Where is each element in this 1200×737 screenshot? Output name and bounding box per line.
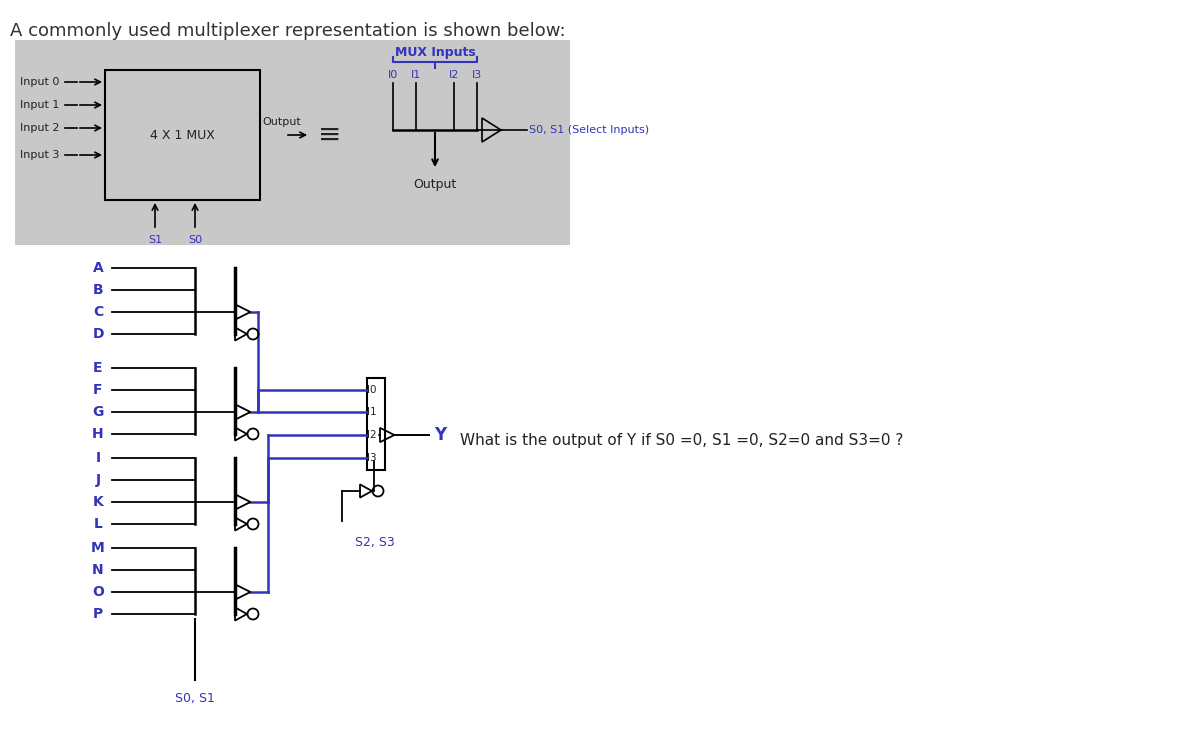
Text: M: M: [91, 541, 104, 555]
Text: I2: I2: [449, 70, 460, 80]
Text: I3: I3: [472, 70, 482, 80]
Text: S1: S1: [148, 235, 162, 245]
Text: S0, S1: S0, S1: [175, 692, 215, 705]
Text: F: F: [94, 383, 103, 397]
Text: Output: Output: [413, 178, 457, 191]
Text: J: J: [96, 473, 101, 487]
FancyBboxPatch shape: [367, 378, 385, 470]
Text: Y: Y: [434, 426, 446, 444]
Text: MUX Inputs: MUX Inputs: [395, 46, 475, 58]
Text: C: C: [92, 305, 103, 319]
Text: I2: I2: [367, 430, 377, 440]
Text: What is the output of Y if S0 =0, S1 =0, S2=0 and S3=0 ?: What is the output of Y if S0 =0, S1 =0,…: [460, 433, 904, 447]
Text: K: K: [92, 495, 103, 509]
FancyBboxPatch shape: [106, 70, 260, 200]
Text: 4 X 1 MUX: 4 X 1 MUX: [150, 128, 215, 142]
Text: E: E: [94, 361, 103, 375]
Text: I0: I0: [388, 70, 398, 80]
Text: O: O: [92, 585, 104, 599]
Text: Input 3: Input 3: [20, 150, 59, 160]
Text: D: D: [92, 327, 103, 341]
Text: I: I: [96, 451, 101, 465]
Text: Output: Output: [262, 117, 301, 127]
Text: Input 2: Input 2: [20, 123, 60, 133]
Text: A commonly used multiplexer representation is shown below:: A commonly used multiplexer representati…: [10, 22, 565, 40]
Text: N: N: [92, 563, 104, 577]
Text: A: A: [92, 261, 103, 275]
Text: ≡: ≡: [318, 121, 342, 149]
Text: I1: I1: [410, 70, 421, 80]
Text: I0: I0: [367, 385, 377, 395]
Text: S0: S0: [188, 235, 202, 245]
Text: Input 1: Input 1: [20, 100, 59, 110]
Text: I3: I3: [367, 453, 377, 463]
Text: G: G: [92, 405, 103, 419]
FancyBboxPatch shape: [14, 40, 570, 245]
Text: Input 0: Input 0: [20, 77, 59, 87]
Text: I1: I1: [367, 407, 377, 417]
Text: H: H: [92, 427, 104, 441]
Text: S0, S1 (Select Inputs): S0, S1 (Select Inputs): [529, 125, 649, 135]
Text: L: L: [94, 517, 102, 531]
Text: B: B: [92, 283, 103, 297]
Text: P: P: [92, 607, 103, 621]
Text: S2, S3: S2, S3: [355, 536, 395, 549]
